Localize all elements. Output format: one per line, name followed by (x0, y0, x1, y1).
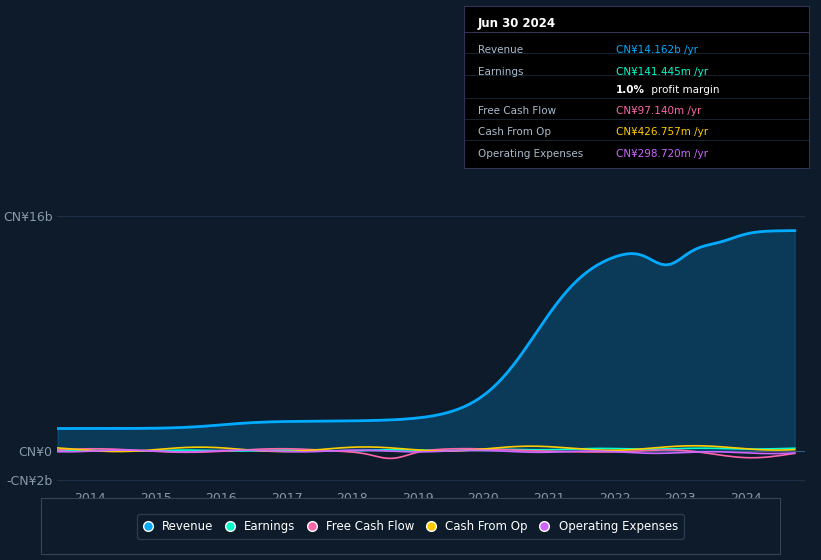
Text: CN¥141.445m /yr: CN¥141.445m /yr (616, 67, 708, 77)
Text: Operating Expenses: Operating Expenses (478, 148, 583, 158)
Legend: Revenue, Earnings, Free Cash Flow, Cash From Op, Operating Expenses: Revenue, Earnings, Free Cash Flow, Cash … (137, 514, 684, 539)
Text: profit margin: profit margin (649, 85, 720, 95)
Text: CN¥298.720m /yr: CN¥298.720m /yr (616, 148, 708, 158)
Text: CN¥426.757m /yr: CN¥426.757m /yr (616, 128, 708, 137)
Text: Jun 30 2024: Jun 30 2024 (478, 17, 556, 30)
Text: Revenue: Revenue (478, 45, 523, 54)
Text: Free Cash Flow: Free Cash Flow (478, 106, 556, 116)
Text: CN¥14.162b /yr: CN¥14.162b /yr (616, 45, 698, 54)
Text: Cash From Op: Cash From Op (478, 128, 551, 137)
Text: CN¥97.140m /yr: CN¥97.140m /yr (616, 106, 701, 116)
Text: 1.0%: 1.0% (616, 85, 644, 95)
Text: Earnings: Earnings (478, 67, 523, 77)
